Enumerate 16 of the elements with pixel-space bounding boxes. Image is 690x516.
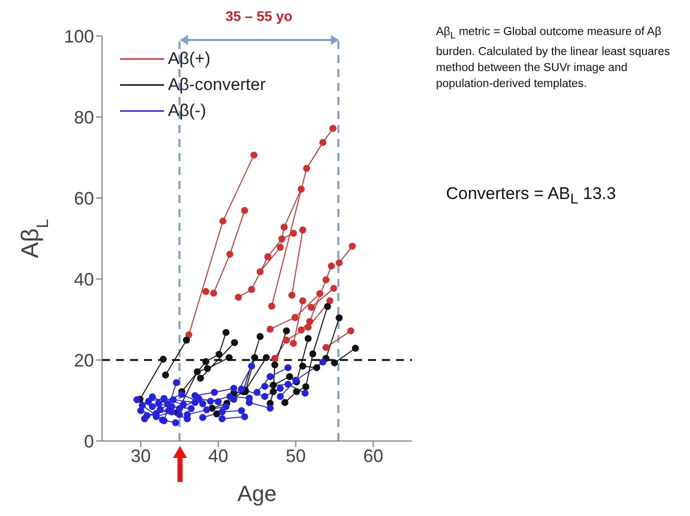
- x-tick-label: 40: [208, 446, 228, 466]
- text: 35 – 55 yo: [224, 8, 294, 24]
- x-tick-label: 30: [130, 446, 151, 466]
- y-tick-label: 60: [74, 188, 94, 208]
- y-tick-label: 80: [74, 107, 94, 128]
- y-tick-label: 0: [84, 431, 94, 452]
- x-axis-title: Age: [237, 481, 277, 506]
- text: Converters = AB$_{L}$ 13.3: [446, 184, 616, 208]
- y-tick-label: 20: [74, 350, 94, 370]
- legend-label: Aβ(-): [168, 100, 206, 122]
- x-tick-label: 50: [286, 446, 306, 466]
- legend-label: Aβ-converter: [168, 74, 266, 96]
- x-tick-label: 60: [363, 446, 384, 466]
- text: Aβ$_{L}$ metric = Global outcome measure of Aβ burden. Calculated by the linear least squares method between the SUVr image and population-derived templates.: [436, 25, 671, 92]
- y-tick-label: 100: [64, 26, 94, 46]
- y-tick-label: 40: [74, 269, 94, 290]
